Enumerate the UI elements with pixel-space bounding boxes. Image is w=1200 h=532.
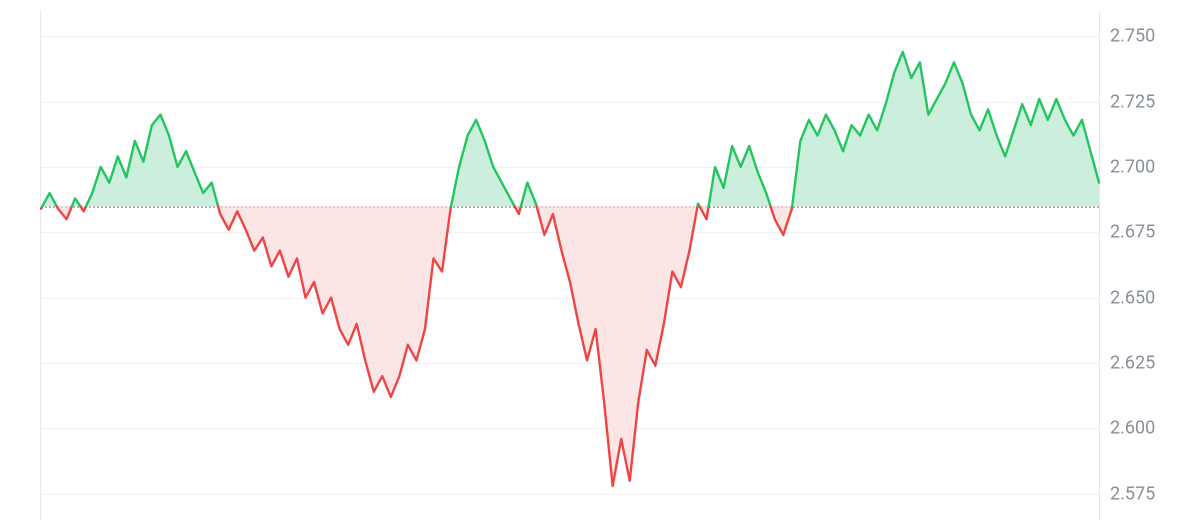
y-axis-labels: 2.575 2.600 2.625 2.650 2.675 2.700 2.725 2.750: [1110, 10, 1190, 520]
price-chart: 2.575 2.600 2.625 2.650 2.675 2.700 2.725 2.750: [0, 0, 1200, 532]
y-tick-label: 2.750: [1110, 26, 1155, 47]
area-down: [218, 206, 451, 397]
y-tick-label: 2.700: [1110, 156, 1155, 177]
y-tick-label: 2.650: [1110, 287, 1155, 308]
chart-svg: [41, 10, 1099, 520]
y-tick-label: 2.675: [1110, 222, 1155, 243]
y-tick-label: 2.600: [1110, 418, 1155, 439]
y-tick-label: 2.575: [1110, 483, 1155, 504]
plot-area[interactable]: [40, 10, 1100, 520]
area-up: [792, 52, 1099, 206]
y-tick-label: 2.625: [1110, 353, 1155, 374]
y-tick-label: 2.725: [1110, 91, 1155, 112]
